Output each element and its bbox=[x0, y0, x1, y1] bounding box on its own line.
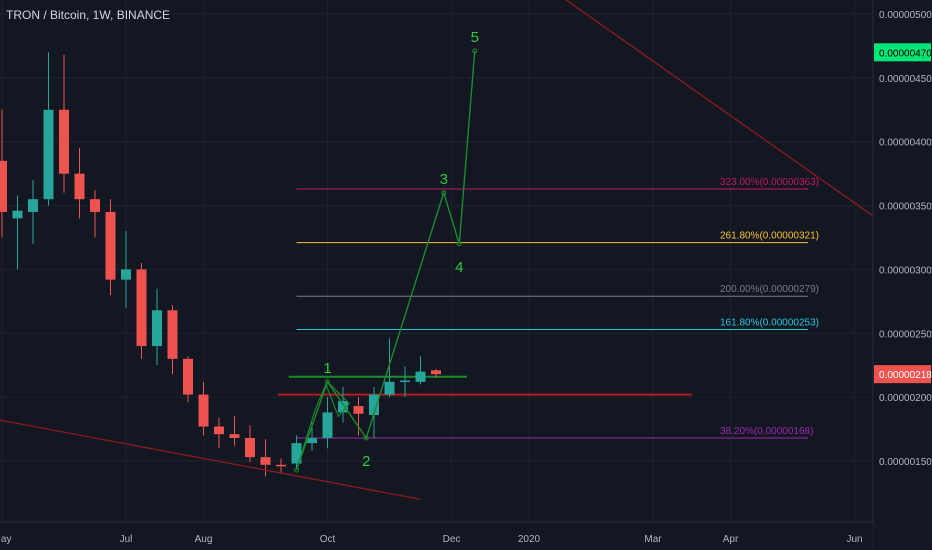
candle-body bbox=[198, 394, 209, 427]
candle-body bbox=[59, 109, 69, 174]
x-tick-label: May bbox=[0, 534, 11, 545]
candle-body bbox=[415, 371, 426, 382]
wave-point-marker bbox=[472, 48, 478, 54]
x-tick-label: Jun bbox=[846, 534, 862, 545]
lower-trendline bbox=[0, 419, 421, 500]
elliott-wave-path bbox=[295, 50, 476, 471]
elliott-wave-layer: 1 2 3 4 5 bbox=[294, 29, 479, 473]
wave-point-marker bbox=[456, 241, 462, 247]
target-price-tag bbox=[874, 43, 931, 62]
y-tick-label: 0.00000400 bbox=[879, 138, 932, 149]
fib-level-label: 323.00%(0.00000363) bbox=[720, 177, 819, 188]
candle-body bbox=[353, 406, 364, 414]
wave-label: 2 bbox=[362, 453, 370, 470]
fib-level-label: 161.80%(0.00000253) bbox=[720, 317, 819, 328]
candle-body bbox=[43, 109, 54, 200]
x-tick-label: Oct bbox=[320, 534, 336, 545]
candle-body bbox=[322, 412, 333, 439]
candle-body bbox=[260, 457, 271, 465]
candle-body bbox=[12, 210, 23, 219]
candle-body bbox=[307, 438, 317, 444]
candle-body bbox=[431, 370, 441, 375]
y-tick-label: 0.00000250 bbox=[879, 329, 932, 340]
wave-label: 1 bbox=[323, 360, 331, 377]
wave-label: 4 bbox=[455, 259, 463, 276]
time-axis-panel bbox=[0, 522, 873, 550]
fibonacci-layer: 323.00%(0.00000363) 261.80%(0.00000321) 20… bbox=[296, 177, 819, 439]
candle-body bbox=[384, 381, 395, 395]
x-tick-label: Aug bbox=[195, 534, 213, 545]
y-tick-label: 0.00000300 bbox=[879, 265, 932, 276]
upper-trendline bbox=[565, 0, 917, 247]
x-tick-label: Jul bbox=[120, 534, 133, 545]
candle-body bbox=[0, 160, 7, 212]
candle-body bbox=[338, 400, 348, 413]
trendlines-layer bbox=[0, 0, 917, 500]
candle-body bbox=[245, 438, 255, 458]
candles-layer bbox=[0, 52, 441, 477]
candle-body bbox=[369, 394, 379, 416]
horizontal-lines-layer bbox=[277, 375, 692, 396]
candle-body bbox=[183, 358, 193, 395]
candle-body bbox=[152, 310, 162, 347]
wave-label: 3 bbox=[440, 171, 448, 188]
y-tick-label: 0.00000350 bbox=[879, 202, 932, 213]
y-tick-label: 0.00000450 bbox=[879, 74, 932, 85]
wave-point-marker bbox=[294, 467, 299, 473]
elliott-wave-subpath bbox=[295, 381, 350, 471]
x-tick-label: 2020 bbox=[518, 534, 541, 545]
candle-body bbox=[121, 269, 131, 280]
candle-body bbox=[90, 199, 100, 212]
wave-point-marker bbox=[441, 190, 447, 196]
candle-body bbox=[136, 269, 147, 347]
candle-body bbox=[400, 380, 410, 383]
candle-body bbox=[74, 173, 85, 200]
candle-body bbox=[229, 434, 240, 439]
wave-point-marker bbox=[325, 379, 330, 385]
fib-level-label: 261.80%(0.00000321) bbox=[720, 231, 819, 242]
candle-body bbox=[167, 310, 178, 359]
candle-body bbox=[214, 426, 224, 435]
y-tick-label: 0.00000500 bbox=[879, 10, 932, 21]
candle-body bbox=[105, 211, 116, 280]
wave-label: 5 bbox=[471, 29, 479, 46]
fib-level-label: 38.20%(0.00000168) bbox=[720, 426, 813, 437]
candle-body bbox=[291, 443, 302, 464]
last-price-tag-label: 0.00000218 bbox=[879, 370, 932, 381]
candle-body bbox=[28, 199, 38, 212]
candle-body bbox=[276, 464, 286, 467]
y-tick-label: 0.00000200 bbox=[879, 393, 932, 404]
last-price-tag bbox=[874, 365, 931, 384]
wave-point-marker bbox=[363, 435, 369, 441]
fib-level-label: 200.00%(0.00000279) bbox=[720, 284, 819, 295]
x-tick-label: Apr bbox=[723, 534, 739, 545]
x-tick-label: Dec bbox=[443, 534, 461, 545]
price-axis-panel bbox=[873, 0, 932, 550]
y-tick-label: 0.00000150 bbox=[879, 457, 932, 468]
x-tick-label: Mar bbox=[644, 534, 662, 545]
symbol-title: TRON / Bitcoin, 1W, BINANCE bbox=[6, 8, 171, 22]
target-price-tag-label: 0.00000470 bbox=[879, 48, 932, 59]
